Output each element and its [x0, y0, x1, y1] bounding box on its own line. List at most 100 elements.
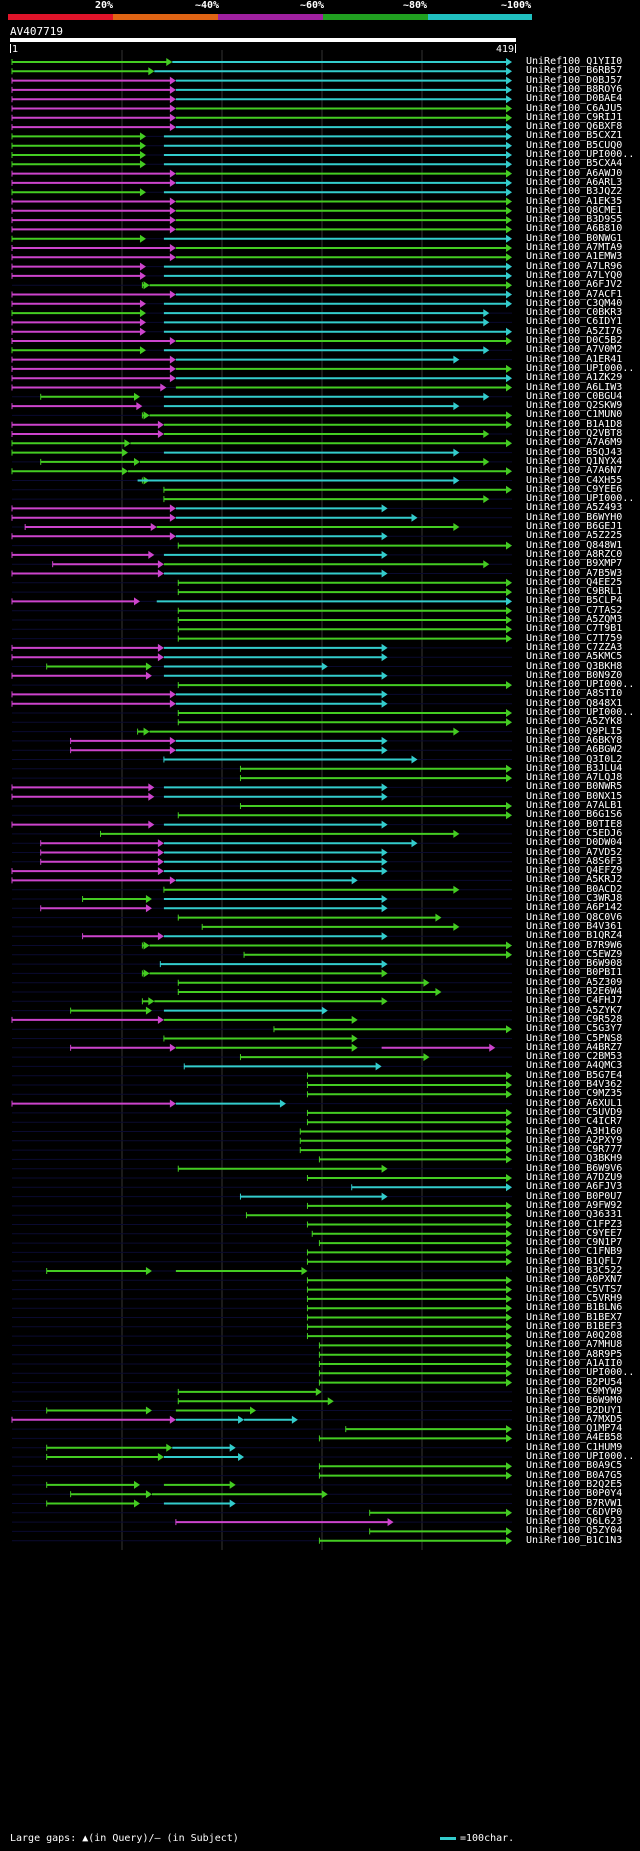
hit-label[interactable]: UniRef100_A8S6F3 — [526, 855, 623, 867]
hit-label[interactable]: UniRef100_B6G1S6 — [526, 809, 623, 821]
hit-label[interactable]: UniRef100_Q8CME1 — [526, 204, 623, 216]
hit-label[interactable]: UniRef100_A7LYQ0 — [526, 269, 623, 281]
hit-label[interactable]: UniRef100_UPI000.. — [526, 707, 635, 718]
hit-label[interactable]: UniRef100_B1QRZ4 — [526, 930, 623, 942]
hit-label[interactable]: UniRef100_B1BLN6 — [526, 1302, 623, 1314]
hit-label[interactable]: UniRef100_B6W9V6 — [526, 1162, 623, 1174]
hit-label[interactable]: UniRef100_Q6BXF8 — [526, 121, 623, 133]
hit-label[interactable]: UniRef100_B4V361 — [526, 920, 623, 932]
hit-label[interactable]: UniRef100_C9N1P7 — [526, 1237, 623, 1249]
hit-label[interactable]: UniRef100_C0BGU4 — [526, 390, 623, 402]
hit-label[interactable]: UniRef100_Q2VBT8 — [526, 428, 623, 439]
hit-label[interactable]: UniRef100_A8RZC0 — [526, 548, 623, 560]
hit-label[interactable]: UniRef100_Q3I0L2 — [526, 753, 623, 765]
hit-label[interactable]: UniRef100_A6B810 — [526, 223, 623, 235]
hit-label[interactable]: UniRef100_A5ZQM3 — [526, 614, 623, 625]
hit-label[interactable]: UniRef100_A7LQJ8 — [526, 772, 623, 784]
hit-label[interactable]: UniRef100_A7A6N7 — [526, 465, 623, 477]
hit-label[interactable]: UniRef100_B9XMP7 — [526, 558, 623, 570]
hit-label[interactable]: UniRef100_D0BJ57 — [526, 74, 623, 86]
hit-label[interactable]: UniRef100_Q848W1 — [526, 539, 623, 551]
hit-label[interactable]: UniRef100_B3JLU4 — [526, 762, 623, 774]
hit-label[interactable]: UniRef100_B0NWG1 — [526, 232, 623, 244]
hit-label[interactable]: UniRef100_Q4EFZ9 — [526, 865, 623, 877]
hit-label[interactable]: UniRef100_B2Q2E5 — [526, 1478, 623, 1490]
hit-label[interactable]: UniRef100_C1FPZ3 — [526, 1218, 623, 1230]
hit-label[interactable]: UniRef100_C9YEE7 — [526, 1227, 623, 1239]
hit-label[interactable]: UniRef100_C5EDJ6 — [526, 827, 623, 839]
hit-label[interactable]: UniRef100_A7VD52 — [526, 846, 623, 858]
hit-label[interactable]: UniRef100_B3C522 — [526, 1265, 623, 1276]
hit-label[interactable]: UniRef100_A6FJV3 — [526, 1181, 623, 1193]
hit-label[interactable]: UniRef100_A5ZYK8 — [526, 716, 623, 728]
hit-label[interactable]: UniRef100_B1QFL7 — [526, 1255, 623, 1267]
hit-label[interactable]: UniRef100_A7V0M2 — [526, 344, 623, 356]
hit-label[interactable]: UniRef100_B8ROY6 — [526, 83, 623, 95]
hit-label[interactable]: UniRef100_C4FHJ7 — [526, 995, 623, 1007]
hit-label[interactable]: UniRef100_C2BM53 — [526, 1051, 623, 1063]
hit-label[interactable]: UniRef100_A8STI0 — [526, 688, 623, 700]
hit-label[interactable]: UniRef100_A7ACF1 — [526, 288, 623, 300]
hit-label[interactable]: UniRef100_C3WRJ8 — [526, 893, 623, 904]
hit-label[interactable]: UniRef100_C7ZZA3 — [526, 641, 623, 653]
hit-label[interactable]: UniRef100_B1A1D8 — [526, 418, 623, 430]
hit-label[interactable]: UniRef100_D0C5B2 — [526, 335, 623, 346]
hit-label[interactable]: UniRef100_B0NWR5 — [526, 781, 623, 793]
hit-label[interactable]: UniRef100_A7ALB1 — [526, 800, 623, 811]
hit-label[interactable]: UniRef100_UPI000.. — [526, 1451, 635, 1462]
hit-label[interactable]: UniRef100_C7T759 — [526, 632, 623, 644]
hit-label[interactable]: UniRef100_Q3BKH8 — [526, 660, 623, 672]
hit-label[interactable]: UniRef100_B5CUQ0 — [526, 139, 623, 151]
hit-label[interactable]: UniRef100_A5ZI76 — [526, 325, 623, 337]
hit-label[interactable]: UniRef100_B6W9M0 — [526, 1395, 623, 1407]
hit-label[interactable]: UniRef100_C9R528 — [526, 1013, 623, 1025]
hit-label[interactable]: UniRef100_C5VTS7 — [526, 1283, 623, 1295]
hit-label[interactable]: UniRef100_B5CXA4 — [526, 158, 623, 170]
hit-label[interactable]: UniRef100_B2PU54 — [526, 1376, 623, 1388]
hit-label[interactable]: UniRef100_A6BGW2 — [526, 744, 623, 756]
hit-label[interactable]: UniRef100_Q9PLI5 — [526, 725, 623, 737]
hit-label[interactable]: UniRef100_A6LIW3 — [526, 381, 623, 393]
hit-label[interactable]: UniRef100_A1EMW3 — [526, 251, 623, 263]
hit-label[interactable]: UniRef100_B6WYH0 — [526, 511, 623, 523]
hit-label[interactable]: UniRef100_UPI000.. — [526, 1367, 635, 1379]
hit-label[interactable]: UniRef100_B0TIE8 — [526, 818, 623, 830]
hit-label[interactable]: UniRef100_A2PXY9 — [526, 1134, 623, 1146]
hit-label[interactable]: UniRef100_B3D9S5 — [526, 214, 623, 226]
hit-label[interactable]: UniRef100_UPI000.. — [526, 493, 635, 505]
hit-label[interactable]: UniRef100_A7MHU8 — [526, 1339, 623, 1351]
hit-label[interactable]: UniRef100_C9MZ35 — [526, 1088, 623, 1100]
hit-label[interactable]: UniRef100_Q1NYX4 — [526, 455, 623, 467]
hit-label[interactable]: UniRef100_A5Z493 — [526, 502, 623, 514]
hit-label[interactable]: UniRef100_C7TAS2 — [526, 604, 623, 616]
hit-label[interactable]: UniRef100_A4BRZ7 — [526, 1041, 623, 1053]
hit-label[interactable]: UniRef100_B7R9W6 — [526, 939, 623, 951]
hit-label[interactable]: UniRef100_D0BAE4 — [526, 93, 623, 105]
hit-label[interactable]: UniRef100_C9MYW9 — [526, 1385, 623, 1397]
hit-label[interactable]: UniRef100_C4ICR7 — [526, 1116, 623, 1128]
hit-label[interactable]: UniRef100_D0DW04 — [526, 837, 623, 849]
hit-label[interactable]: UniRef100_C1FNB9 — [526, 1246, 623, 1258]
hit-label[interactable]: UniRef100_B0P0Y4 — [526, 1488, 623, 1500]
hit-label[interactable]: UniRef100_C5PNS8 — [526, 1032, 623, 1044]
hit-label[interactable]: UniRef100_A5Z309 — [526, 976, 623, 988]
hit-label[interactable]: UniRef100_B2DUY1 — [526, 1404, 623, 1416]
hit-label[interactable]: UniRef100_B0P0U7 — [526, 1190, 623, 1202]
hit-label[interactable]: UniRef100_C5G3Y7 — [526, 1023, 623, 1035]
hit-label[interactable]: UniRef100_A6FJV2 — [526, 279, 623, 291]
hit-label[interactable]: UniRef100_C9R777 — [526, 1144, 623, 1156]
hit-label[interactable]: UniRef100_A4EB58 — [526, 1432, 623, 1444]
hit-label[interactable]: UniRef100_UPI000.. — [526, 149, 635, 160]
hit-label[interactable]: UniRef100_A7MXD5 — [526, 1413, 623, 1425]
hit-label[interactable]: UniRef100_B3JQZ2 — [526, 186, 623, 198]
hit-label[interactable]: UniRef100_A6P142 — [526, 902, 623, 914]
hit-label[interactable]: UniRef100_A1EK35 — [526, 195, 623, 207]
hit-label[interactable]: UniRef100_Q3BKH9 — [526, 1153, 623, 1165]
hit-label[interactable]: UniRef100_C6DVP0 — [526, 1506, 623, 1518]
hit-label[interactable]: UniRef100_A7B5W3 — [526, 567, 623, 579]
hit-label[interactable]: UniRef100_A7DZU9 — [526, 1172, 623, 1183]
hit-label[interactable]: UniRef100_Q6L623 — [526, 1516, 623, 1528]
hit-label[interactable]: UniRef100_C9YEE6 — [526, 483, 623, 495]
hit-label[interactable]: UniRef100_A5KMC5 — [526, 651, 623, 663]
hit-label[interactable]: UniRef100_Q36331 — [526, 1209, 623, 1221]
